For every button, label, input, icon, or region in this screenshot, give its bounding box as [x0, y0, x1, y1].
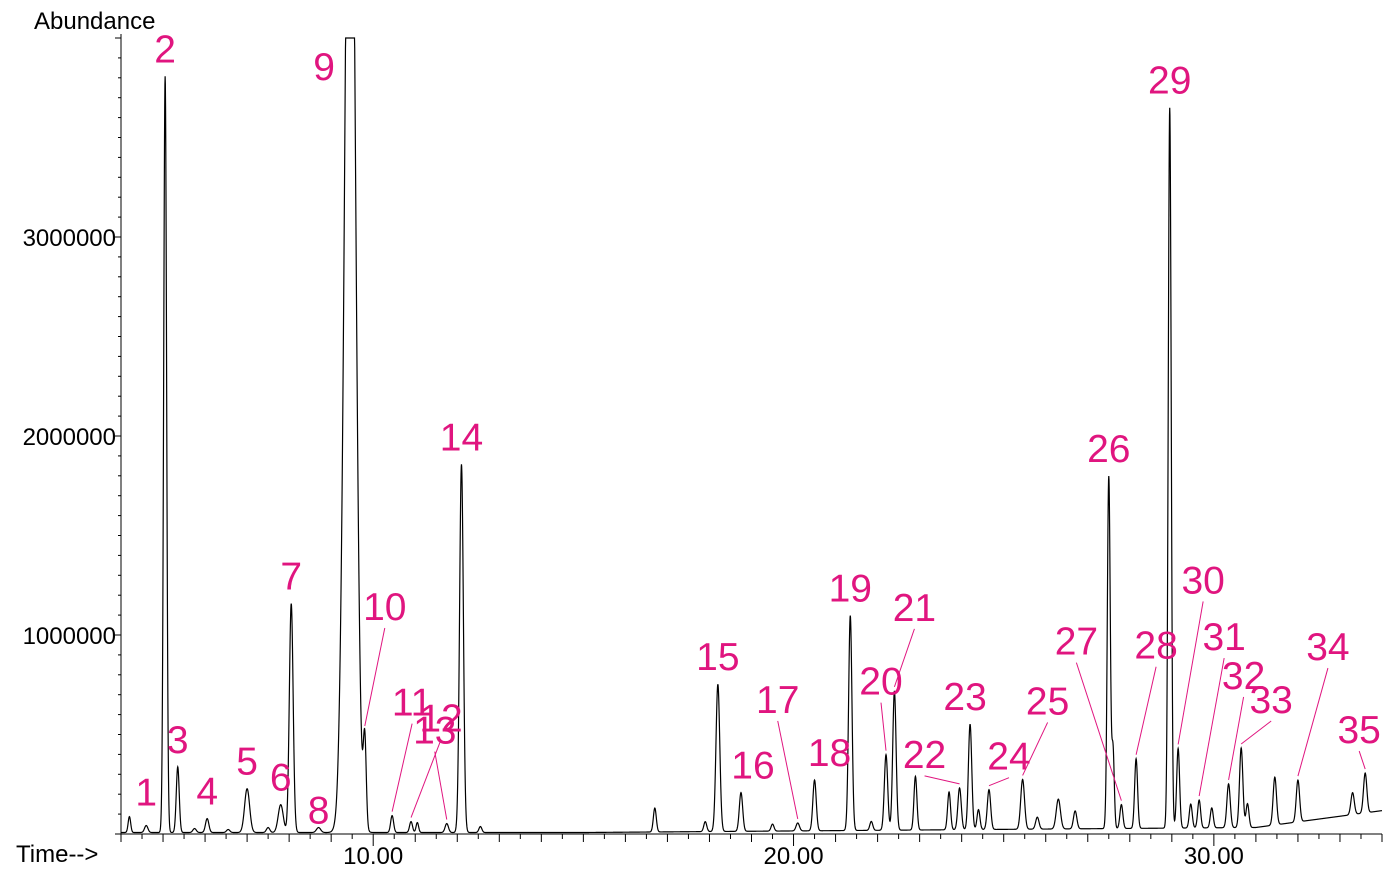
chromatogram-trace — [121, 37, 1383, 834]
peak-label: 19 — [829, 568, 872, 611]
peak-label: 14 — [440, 416, 483, 459]
peak-label: 5 — [236, 741, 258, 784]
peak-leader-line — [1297, 667, 1329, 777]
peak-label: 11 — [392, 682, 433, 725]
peak-label: 7 — [280, 556, 302, 599]
peak-leader-line — [434, 751, 448, 820]
peak-label: 20 — [859, 661, 902, 704]
peak-label: 32 — [1222, 655, 1265, 698]
x-axis-title: Time--> — [16, 841, 98, 868]
peak-leader-line — [410, 739, 442, 818]
peak-leader-line — [1022, 722, 1049, 776]
peak-leader-line — [364, 627, 386, 727]
peak-label: 34 — [1306, 626, 1349, 669]
trace-layer — [121, 37, 1383, 834]
peak-leader-line — [988, 777, 1010, 787]
y-axis: 1000000 2000000 3000000 — [23, 34, 122, 835]
peak-label: 35 — [1337, 709, 1380, 752]
peak-leader-line — [1228, 696, 1245, 780]
x-tick-label: 20.00 — [764, 843, 824, 870]
peak-label: 4 — [196, 771, 218, 814]
peak-leader-line — [391, 723, 413, 812]
peak-leader-line — [893, 628, 915, 688]
peak-leader-line — [777, 720, 799, 820]
x-axis: 10.00 20.00 30.00 — [120, 833, 1383, 870]
peak-leader-line — [1198, 657, 1225, 797]
peak-label: 24 — [987, 736, 1030, 779]
peak-label: 3 — [167, 719, 189, 762]
peak-label: 6 — [270, 757, 292, 800]
x-tick-label: 30.00 — [1184, 843, 1244, 870]
peak-label: 29 — [1148, 60, 1191, 103]
peak-label: 8 — [308, 790, 330, 833]
peak-leader-line — [924, 775, 960, 785]
y-axis-title: Abundance — [34, 8, 155, 35]
peak-label: 16 — [731, 745, 774, 788]
peak-label: 13 — [413, 710, 456, 753]
y-tick-label: 2000000 — [23, 424, 116, 451]
peak-label: 23 — [943, 676, 986, 719]
peak-leader-line — [1177, 601, 1204, 745]
x-tick-label: 10.00 — [343, 843, 403, 870]
peak-label: 15 — [696, 636, 739, 679]
peak-label: 10 — [363, 586, 406, 629]
peak-label: 1 — [135, 772, 157, 815]
peak-label: 2 — [154, 28, 176, 71]
peak-leader-line — [1135, 666, 1157, 755]
peak-label: 22 — [903, 734, 946, 777]
peak-label: 21 — [893, 587, 936, 630]
peak-label: 26 — [1087, 428, 1130, 471]
peak-label: 12 — [419, 698, 462, 741]
peak-label: 33 — [1249, 679, 1292, 722]
peak-leader-line — [1075, 662, 1122, 801]
peak-label: 30 — [1181, 559, 1224, 602]
y-tick-label: 3000000 — [23, 225, 116, 252]
peak-label: 28 — [1134, 625, 1177, 668]
peak-label: 17 — [756, 679, 799, 722]
peak-label: 18 — [808, 732, 851, 775]
peak-leader-line — [880, 702, 887, 751]
peak-leader-line — [1240, 720, 1272, 745]
peak-leader-line — [1358, 750, 1366, 770]
peak-label: 27 — [1055, 621, 1098, 664]
y-tick-label: 1000000 — [23, 623, 116, 650]
peak-label: 31 — [1202, 616, 1245, 659]
peak-label: 25 — [1026, 680, 1069, 723]
peak-label: 9 — [313, 46, 335, 89]
